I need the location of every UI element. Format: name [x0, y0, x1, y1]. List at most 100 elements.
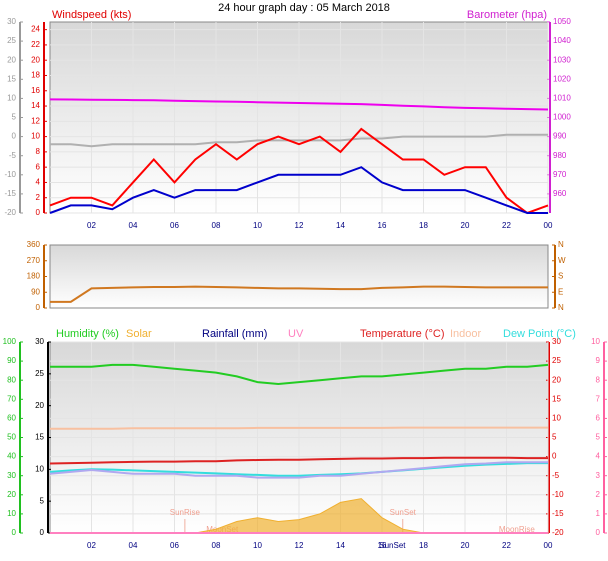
y4-tick-label: 2	[596, 490, 601, 499]
y3-tick-label: -20	[4, 208, 16, 217]
y2-tick-label: W	[558, 256, 566, 265]
y3-tick-label: 20	[35, 401, 44, 410]
y2-tick-label: 30	[552, 337, 561, 346]
y-tick-label: 24	[31, 25, 40, 34]
x-tick-label: 20	[461, 221, 470, 230]
y2-tick-label: -10	[552, 490, 564, 499]
y2-tick-label: 5	[552, 433, 557, 442]
y4-tick-label: 0	[596, 528, 601, 537]
y-tick-label: 0	[36, 208, 41, 217]
y4-tick-label: 9	[596, 356, 601, 365]
legend-entry: Humidity (%)	[56, 328, 119, 340]
y2-axis-label: Barometer (hpa)	[467, 9, 547, 21]
y2-tick-label: 15	[552, 394, 561, 403]
y2-tick-label: 1020	[553, 74, 571, 83]
y-axis-label: Windspeed (kts)	[52, 9, 131, 21]
y2-tick-label: 1050	[553, 17, 571, 26]
x-tick-label: 22	[502, 541, 511, 550]
y2-tick-label: E	[558, 287, 563, 296]
legend-entry: Indoor	[450, 328, 482, 340]
y2-tick-label: 1000	[553, 113, 571, 122]
y-tick-label: 80	[7, 375, 16, 384]
y4-tick-label: 1	[596, 509, 601, 518]
x-tick-label: 16	[378, 221, 387, 230]
x-tick-label: 12	[295, 221, 304, 230]
y3-tick-label: 15	[7, 74, 16, 83]
y2-tick-label: -20	[552, 528, 564, 537]
y-tick-label: 270	[27, 256, 41, 265]
x-tick-label: 04	[129, 221, 138, 230]
y2-tick-label: 1040	[553, 36, 571, 45]
y4-tick-label: 8	[596, 375, 601, 384]
y2-tick-label: 960	[553, 189, 567, 198]
series-line	[49, 98, 549, 111]
x-tick-label: 14	[336, 221, 345, 230]
x-tick-label: 12	[295, 541, 304, 550]
y-tick-label: 90	[7, 356, 16, 365]
y-tick-label: 20	[31, 55, 40, 64]
x-tick-label: 10	[253, 221, 262, 230]
x-tick-label: 06	[170, 541, 179, 550]
x-tick-label: 08	[212, 221, 221, 230]
chart-title: 24 hour graph day : 05 March 2018	[218, 2, 390, 14]
x-tick-label: 04	[129, 541, 138, 550]
y-tick-label: 60	[7, 414, 16, 423]
y2-tick-label: N	[558, 303, 564, 312]
annotation: SunSet	[379, 541, 406, 550]
series-line	[49, 461, 548, 479]
y2-tick-label: S	[558, 272, 563, 281]
x-tick-label: 08	[212, 541, 221, 550]
series-line	[49, 456, 548, 465]
x-tick-label: 22	[502, 221, 511, 230]
y-tick-label: 10	[31, 132, 40, 141]
y2-tick-label: 20	[552, 375, 561, 384]
plot-background	[49, 244, 549, 309]
y-tick-label: 22	[31, 40, 40, 49]
y3-tick-label: -15	[4, 189, 16, 198]
y-tick-label: 40	[7, 452, 16, 461]
x-tick-label: 02	[87, 221, 96, 230]
y-tick-label: 8	[36, 147, 41, 156]
legend-entry: UV	[288, 328, 304, 340]
series-line	[49, 166, 548, 214]
y-tick-label: 50	[7, 433, 16, 442]
series-line	[50, 363, 549, 386]
y2-tick-label: -5	[552, 471, 560, 480]
y3-tick-label: 10	[35, 464, 44, 473]
y-tick-label: 10	[7, 509, 16, 518]
y-tick-label: 2	[36, 193, 41, 202]
annotation: SunRise	[170, 508, 201, 517]
y-tick-label: 6	[36, 162, 41, 171]
x-tick-label: 10	[253, 541, 262, 550]
x-tick-label: 06	[170, 221, 179, 230]
y-tick-label: 12	[31, 116, 40, 125]
y-tick-label: 0	[12, 528, 17, 537]
legend-entry: Solar	[126, 328, 152, 340]
y3-tick-label: 0	[40, 528, 45, 537]
x-tick-label: 00	[544, 541, 553, 550]
y3-tick-label: 30	[7, 17, 16, 26]
y-tick-label: 70	[7, 394, 16, 403]
x-tick-label: 00	[544, 221, 553, 230]
y3-tick-label: -10	[4, 170, 16, 179]
series-line	[50, 426, 548, 430]
y2-tick-label: 990	[553, 132, 567, 141]
y2-tick-label: 0	[552, 452, 557, 461]
y-tick-label: 20	[7, 490, 16, 499]
y3-tick-label: 0	[12, 132, 17, 141]
annotation: MoonRise	[499, 525, 536, 534]
x-tick-label: 02	[87, 541, 96, 550]
y2-tick-label: 1010	[553, 94, 571, 103]
y4-tick-label: 3	[596, 471, 601, 480]
legend-entry: Temperature (°C)	[360, 328, 444, 340]
y3-tick-label: -5	[9, 151, 17, 160]
x-tick-label: 18	[419, 221, 428, 230]
legend-entry: Rainfall (mm)	[202, 328, 267, 340]
x-tick-label: 20	[461, 541, 470, 550]
y4-tick-label: 10	[591, 337, 600, 346]
y3-tick-label: 5	[12, 113, 17, 122]
series-line	[50, 133, 548, 148]
y2-tick-label: -15	[552, 509, 564, 518]
series-line	[50, 285, 548, 303]
